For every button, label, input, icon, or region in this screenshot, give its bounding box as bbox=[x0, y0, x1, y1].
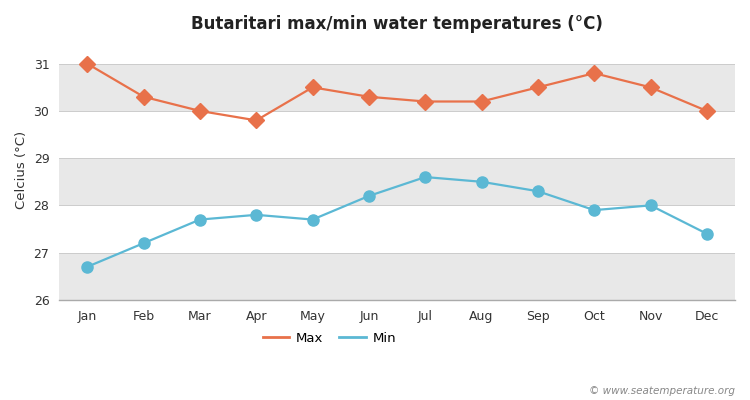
Min bbox=[308, 217, 317, 222]
Bar bbox=[59, 64, 735, 111]
Min bbox=[646, 203, 655, 208]
Max bbox=[82, 61, 92, 66]
Max bbox=[196, 108, 205, 113]
Line: Min: Min bbox=[82, 172, 712, 272]
Min bbox=[364, 194, 374, 198]
Text: © www.seatemperature.org: © www.seatemperature.org bbox=[589, 386, 735, 396]
Line: Max: Max bbox=[82, 58, 712, 126]
Title: Butaritari max/min water temperatures (°C): Butaritari max/min water temperatures (°… bbox=[191, 15, 603, 33]
Min bbox=[477, 179, 486, 184]
Max bbox=[421, 99, 430, 104]
Min bbox=[421, 175, 430, 180]
Max bbox=[590, 71, 598, 76]
Max bbox=[308, 85, 317, 90]
Max bbox=[533, 85, 542, 90]
Bar bbox=[59, 253, 735, 300]
Min bbox=[533, 189, 542, 194]
Max bbox=[477, 99, 486, 104]
Bar bbox=[59, 158, 735, 205]
Max bbox=[364, 94, 374, 99]
Min bbox=[82, 264, 92, 269]
Max bbox=[702, 108, 711, 113]
Min bbox=[702, 231, 711, 236]
Min bbox=[252, 212, 261, 217]
Bar bbox=[59, 205, 735, 253]
Max bbox=[646, 85, 655, 90]
Min bbox=[196, 217, 205, 222]
Max bbox=[252, 118, 261, 123]
Bar bbox=[59, 111, 735, 158]
Max bbox=[140, 94, 148, 99]
Y-axis label: Celcius (°C): Celcius (°C) bbox=[15, 131, 28, 209]
Min bbox=[140, 241, 148, 246]
Legend: Max, Min: Max, Min bbox=[258, 327, 401, 350]
Min bbox=[590, 208, 598, 212]
